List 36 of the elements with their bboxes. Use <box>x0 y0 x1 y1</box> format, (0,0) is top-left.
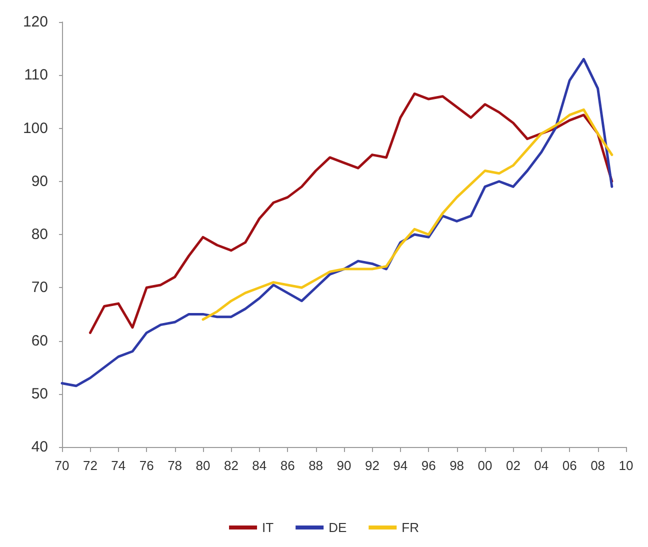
line-series <box>60 58 614 388</box>
x-tick-label: 98 <box>450 458 464 473</box>
x-tick-label: 84 <box>252 458 267 473</box>
legend-label: IT <box>262 520 274 535</box>
y-tick-label: 40 <box>31 438 48 456</box>
line-series <box>202 108 614 321</box>
x-tick-label: 10 <box>618 458 634 473</box>
y-tick-label: 70 <box>31 279 48 296</box>
y-tick-label: 120 <box>22 14 48 30</box>
x-tick-label: 96 <box>421 458 436 473</box>
x-tick-label: 06 <box>562 458 577 473</box>
y-tick-label: 90 <box>31 172 48 190</box>
x-tick-label: 08 <box>590 458 606 473</box>
x-tick-label: 90 <box>336 458 352 473</box>
x-tick-label: 76 <box>139 458 154 473</box>
x-tick-label: 04 <box>534 458 549 473</box>
x-tick-label: 88 <box>308 458 324 473</box>
y-tick-label: 50 <box>31 385 48 402</box>
x-tick-label: 78 <box>168 458 182 473</box>
x-tick-label: 02 <box>506 458 520 473</box>
x-tick-label: 70 <box>54 458 70 473</box>
legend-label: FR <box>402 520 419 535</box>
x-tick-label: 74 <box>111 458 126 473</box>
line-series <box>88 92 614 334</box>
y-tick-label: 100 <box>22 120 48 137</box>
x-tick-label: 86 <box>280 458 295 473</box>
legend-label: DE <box>328 520 347 535</box>
y-tick-label: 110 <box>24 66 48 84</box>
x-tick-label: 72 <box>82 458 98 473</box>
y-tick-label: 60 <box>31 332 48 350</box>
x-tick-label: 92 <box>364 458 380 473</box>
x-tick-label: 80 <box>196 458 210 473</box>
x-tick-label: 94 <box>393 458 408 473</box>
y-tick-label: 80 <box>31 226 48 243</box>
x-tick-label: 00 <box>478 458 492 473</box>
x-tick-label: 82 <box>224 458 238 473</box>
